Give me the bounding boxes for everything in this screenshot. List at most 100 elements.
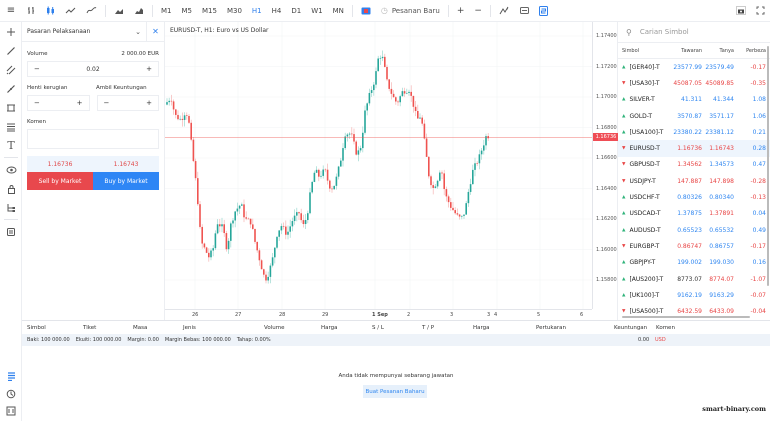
col-symbol[interactable]: Simbol [27, 324, 46, 331]
timeframe-m15[interactable]: M15 [202, 6, 217, 15]
buy-by-market-button[interactable]: Buy by Market [93, 172, 159, 190]
watchlist-row[interactable]: ▲ [USA100]-T 23380.22 23381.12 0.21 [618, 124, 770, 140]
col-tp[interactable]: T / P [422, 324, 435, 331]
watchlist-row[interactable]: ▲ [UK100]-T 9162.19 9163.29 -0.07 [618, 287, 770, 303]
lock-icon[interactable] [0, 179, 22, 198]
area-icon[interactable] [109, 0, 129, 22]
candlestick-plot[interactable] [165, 22, 592, 309]
timeframe-w1[interactable]: W1 [311, 6, 323, 15]
volume-input[interactable]: 0.02 [86, 65, 100, 73]
price-chart[interactable]: EURUSD-T, H1: Euro vs US Dollar 1.17400 1… [165, 22, 619, 320]
trendline-icon[interactable] [0, 41, 22, 60]
col-ticket[interactable]: Tiket [83, 324, 97, 331]
col-time[interactable]: Masa [133, 324, 148, 331]
bar-chart-icon[interactable] [22, 0, 41, 22]
candle-chart-icon[interactable] [41, 0, 60, 22]
timeframe-h4[interactable]: H4 [271, 6, 282, 15]
watchlist-row[interactable]: ▲ USDCAD-T 1.37875 1.37891 0.04 [618, 206, 770, 222]
indicator-fx-icon[interactable]: f [494, 0, 515, 22]
change-cell: -0.17 [750, 242, 766, 250]
col-ask[interactable]: Tanya [719, 47, 734, 54]
watchlist-row[interactable]: ▲ USDCHF-T 0.80326 0.80340 -0.13 [618, 189, 770, 205]
eye-icon[interactable] [0, 160, 22, 179]
timeframe-h1[interactable]: H1 [251, 6, 262, 15]
layers-icon[interactable] [0, 222, 22, 241]
col-sl[interactable]: S / L [372, 324, 384, 331]
watchlist-row[interactable]: ▼ [USA500]-T 6432.59 6433.09 -0.04 [618, 303, 770, 319]
order-type-select[interactable]: Pasaran Pelaksanaan [27, 28, 91, 35]
rectangle-icon[interactable] [0, 98, 22, 117]
menu-icon[interactable]: ≡ [6, 5, 16, 16]
col-profit[interactable]: Keuntungan [614, 324, 648, 331]
watchlist-row[interactable]: ▲ [GER40]-T 23577.99 23579.49 -0.17 [618, 59, 770, 75]
col-comment[interactable]: Komen [656, 324, 675, 331]
col-volume[interactable]: Volume [264, 324, 285, 331]
volume-minus-button[interactable]: − [34, 65, 40, 73]
indicators-icon[interactable] [356, 0, 376, 22]
journal-icon[interactable] [0, 402, 22, 419]
sell-by-market-button[interactable]: Sell by Market [27, 172, 93, 190]
timeframe-m1[interactable]: M1 [161, 6, 172, 15]
volume-plus-button[interactable]: + [146, 65, 152, 73]
ask-cell: 45089.85 [705, 79, 734, 87]
watchlist-row[interactable]: ▼ [USA30]-T 45087.05 45089.85 -0.35 [618, 75, 770, 91]
margin-level: Tahap: 0.00% [236, 337, 271, 343]
timeframe-mn[interactable]: MN [332, 6, 344, 15]
take-profit-stepper[interactable]: − + [96, 95, 159, 111]
take-profit-plus-button[interactable]: + [146, 99, 152, 107]
screenshot-icon[interactable] [731, 0, 751, 22]
stop-loss-plus-button[interactable]: + [76, 99, 83, 107]
col-current-price[interactable]: Harga [473, 324, 490, 331]
chevron-down-icon[interactable]: ⌄ [135, 27, 141, 36]
close-icon[interactable]: ✕ [146, 21, 164, 42]
layout-icon[interactable] [534, 0, 553, 22]
zoom-in-button[interactable]: + [456, 5, 465, 16]
watchlist-row[interactable]: ▼ EURGBP-T 0.86747 0.86757 -0.17 [618, 238, 770, 254]
horizontal-scrollbar[interactable] [622, 316, 750, 318]
price-axis[interactable]: 1.17400 1.17200 1.17000 1.16800 1.16600 1.164… [592, 22, 619, 309]
col-symbol[interactable]: Simbol [622, 47, 640, 54]
fibonacci-icon[interactable] [0, 117, 22, 136]
timeframe-m30[interactable]: M30 [226, 6, 242, 15]
volume-stepper[interactable]: − 0.02 + [27, 61, 159, 77]
take-profit-minus-button[interactable]: − [103, 99, 110, 107]
ask-cell: 3571.17 [709, 112, 734, 120]
comment-input[interactable] [27, 129, 159, 149]
col-swap[interactable]: Pertukaran [536, 324, 566, 331]
watchlist-row[interactable]: ▼ EURUSD-T 1.16736 1.16743 0.28 [618, 140, 770, 157]
new-order-button[interactable]: ◷ Pesanan Baru [376, 0, 445, 22]
positions-tab-icon[interactable] [0, 368, 22, 385]
watchlist-row[interactable]: ▲ GBPJPY-T 199.002 199.030 0.16 [618, 255, 770, 271]
create-new-order-button[interactable]: Buat Pesanan Baharu [363, 385, 427, 398]
smooth-line-icon[interactable] [81, 0, 102, 22]
tree-icon[interactable] [0, 198, 22, 217]
vertical-scrollbar[interactable] [767, 46, 769, 286]
ray-icon[interactable] [0, 79, 22, 98]
template-icon[interactable] [515, 0, 534, 22]
zoom-out-button[interactable]: − [474, 5, 482, 16]
watchlist-row[interactable]: ▲ AUDUSD-T 0.65523 0.65532 0.49 [618, 222, 770, 238]
col-change[interactable]: Perbeza [746, 47, 766, 54]
watchlist-row[interactable]: ▲ [AUS200]-T 8773.07 8774.07 -1.07 [618, 271, 770, 287]
watchlist-row[interactable]: ▼ USDJPY-T 147.887 147.898 -0.28 [618, 173, 770, 189]
col-bid[interactable]: Tawaran [681, 47, 702, 54]
col-price[interactable]: Harga [321, 324, 338, 331]
stop-loss-minus-button[interactable]: − [34, 99, 40, 107]
text-icon[interactable]: T [7, 139, 15, 152]
history-icon[interactable] [0, 385, 22, 402]
timeframe-d1[interactable]: D1 [291, 6, 302, 15]
watchlist-row[interactable]: ▲ SILVER-T 41.311 41.344 1.08 [618, 92, 770, 108]
stop-loss-stepper[interactable]: − + [27, 95, 90, 111]
arrow-down-icon: ▼ [622, 162, 626, 168]
symbol-search-input[interactable]: ⚲ Carian Simbol [618, 22, 770, 43]
fullscreen-icon[interactable] [751, 0, 770, 22]
mountain-icon[interactable] [129, 0, 149, 22]
col-type[interactable]: Jenis [183, 324, 196, 331]
watchlist-row[interactable]: ▼ GBPUSD-T 1.34562 1.34573 0.47 [618, 157, 770, 173]
timeframe-m5[interactable]: M5 [181, 6, 193, 15]
line-chart-icon[interactable] [60, 0, 81, 22]
channel-icon[interactable] [0, 60, 22, 79]
watchlist-row[interactable]: ▲ GOLD-T 3570.87 3571.17 1.06 [618, 108, 770, 124]
time-axis[interactable]: 26 27 28 29 1 Sep 2 3 3 4 5 6 [165, 309, 592, 320]
crosshair-icon[interactable] [0, 22, 22, 41]
